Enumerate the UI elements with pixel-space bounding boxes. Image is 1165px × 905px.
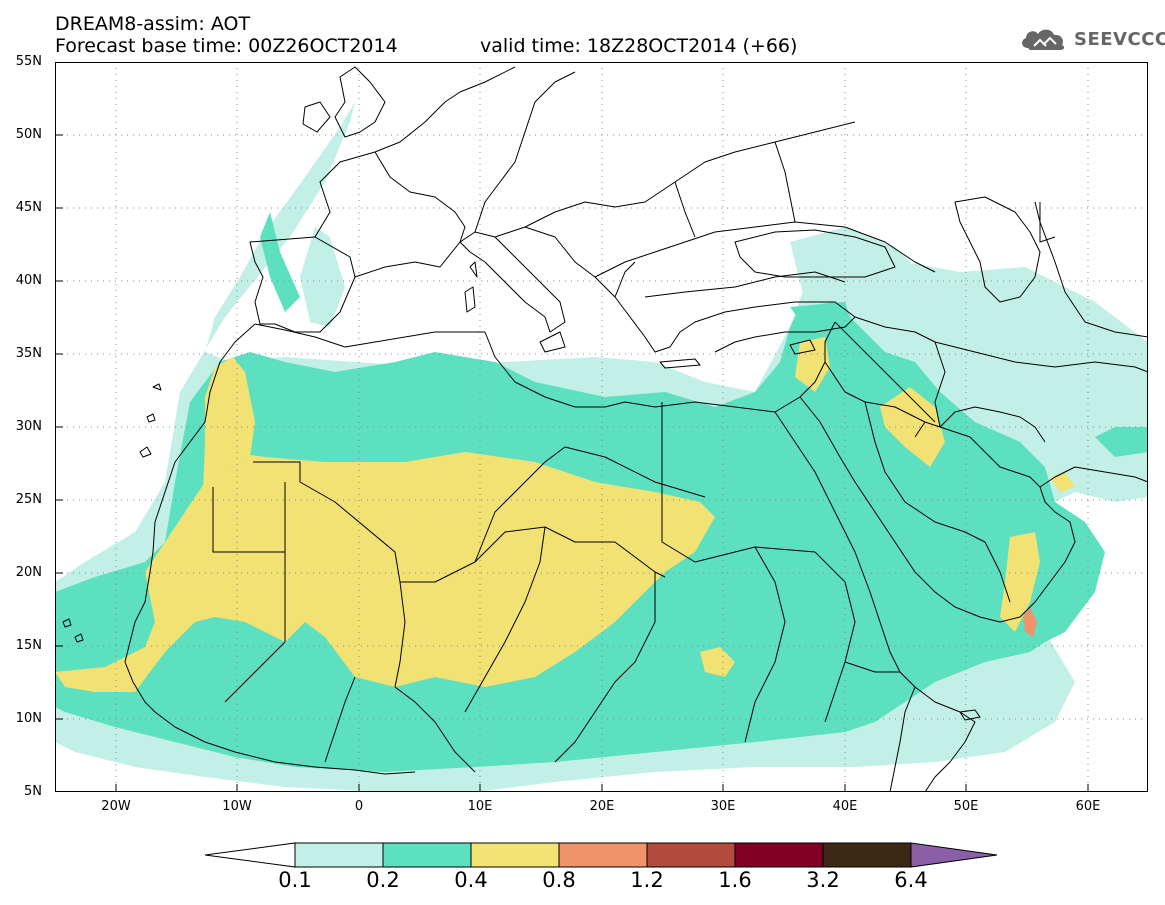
lon-label: 20W (101, 799, 131, 814)
map-grid (55, 62, 1148, 792)
colorbar-label: 0.2 (366, 868, 400, 892)
lat-label: 40N (15, 273, 42, 288)
cloud-icon (1022, 29, 1065, 50)
colorbar-segment (822, 842, 912, 868)
forecast-base-time: Forecast base time: 00Z26OCT2014 (55, 35, 398, 57)
axis-ticks (55, 134, 1089, 792)
lon-label: 20E (589, 799, 615, 814)
colorbar-label: 0.4 (454, 868, 488, 892)
colorbar-segment (558, 842, 648, 868)
aot-map (55, 62, 1148, 792)
colorbar-label: 0.1 (278, 868, 312, 892)
lon-label: 40E (832, 799, 858, 814)
lat-label: 50N (15, 127, 42, 142)
colorbar-lower-triangle (205, 842, 296, 868)
lat-label: 45N (15, 200, 42, 215)
aot-level-0.8 (1023, 607, 1037, 637)
lat-label: 55N (15, 54, 42, 69)
lat-label: 5N (24, 784, 42, 799)
lon-label: 10E (467, 799, 493, 814)
colorbar-label: 1.2 (630, 868, 664, 892)
lon-label: 30E (710, 799, 736, 814)
lat-label: 10N (15, 711, 42, 726)
lon-label: 0 (354, 799, 364, 814)
map-title: DREAM8-assim: AOT (55, 13, 251, 35)
colorbar-segment (734, 842, 824, 868)
colorbar-segment (382, 842, 472, 868)
colorbar (205, 842, 998, 868)
lon-label: 50E (953, 799, 979, 814)
lat-label: 35N (15, 346, 42, 361)
valid-time: valid time: 18Z28OCT2014 (+66) (480, 35, 798, 57)
colorbar-segment (470, 842, 560, 868)
lat-label: 30N (15, 419, 42, 434)
colorbar-label: 3.2 (806, 868, 840, 892)
colorbar-label: 1.6 (718, 868, 752, 892)
coastlines-and-borders (62, 66, 1148, 792)
colorbar-label: 0.8 (542, 868, 576, 892)
colorbar-upper-triangle (910, 842, 998, 868)
lat-label: 20N (15, 565, 42, 580)
lon-label: 60E (1075, 799, 1101, 814)
seevccc-logo: SEEVCCC (1018, 26, 1165, 52)
logo-text: SEEVCCC (1074, 28, 1165, 50)
colorbar-label: 6.4 (894, 868, 928, 892)
lat-label: 25N (15, 492, 42, 507)
lat-label: 15N (15, 638, 42, 653)
colorbar-segment (646, 842, 736, 868)
lon-label: 10W (222, 799, 252, 814)
colorbar-segment (294, 842, 384, 868)
aot-level-0.4 (55, 337, 1075, 692)
